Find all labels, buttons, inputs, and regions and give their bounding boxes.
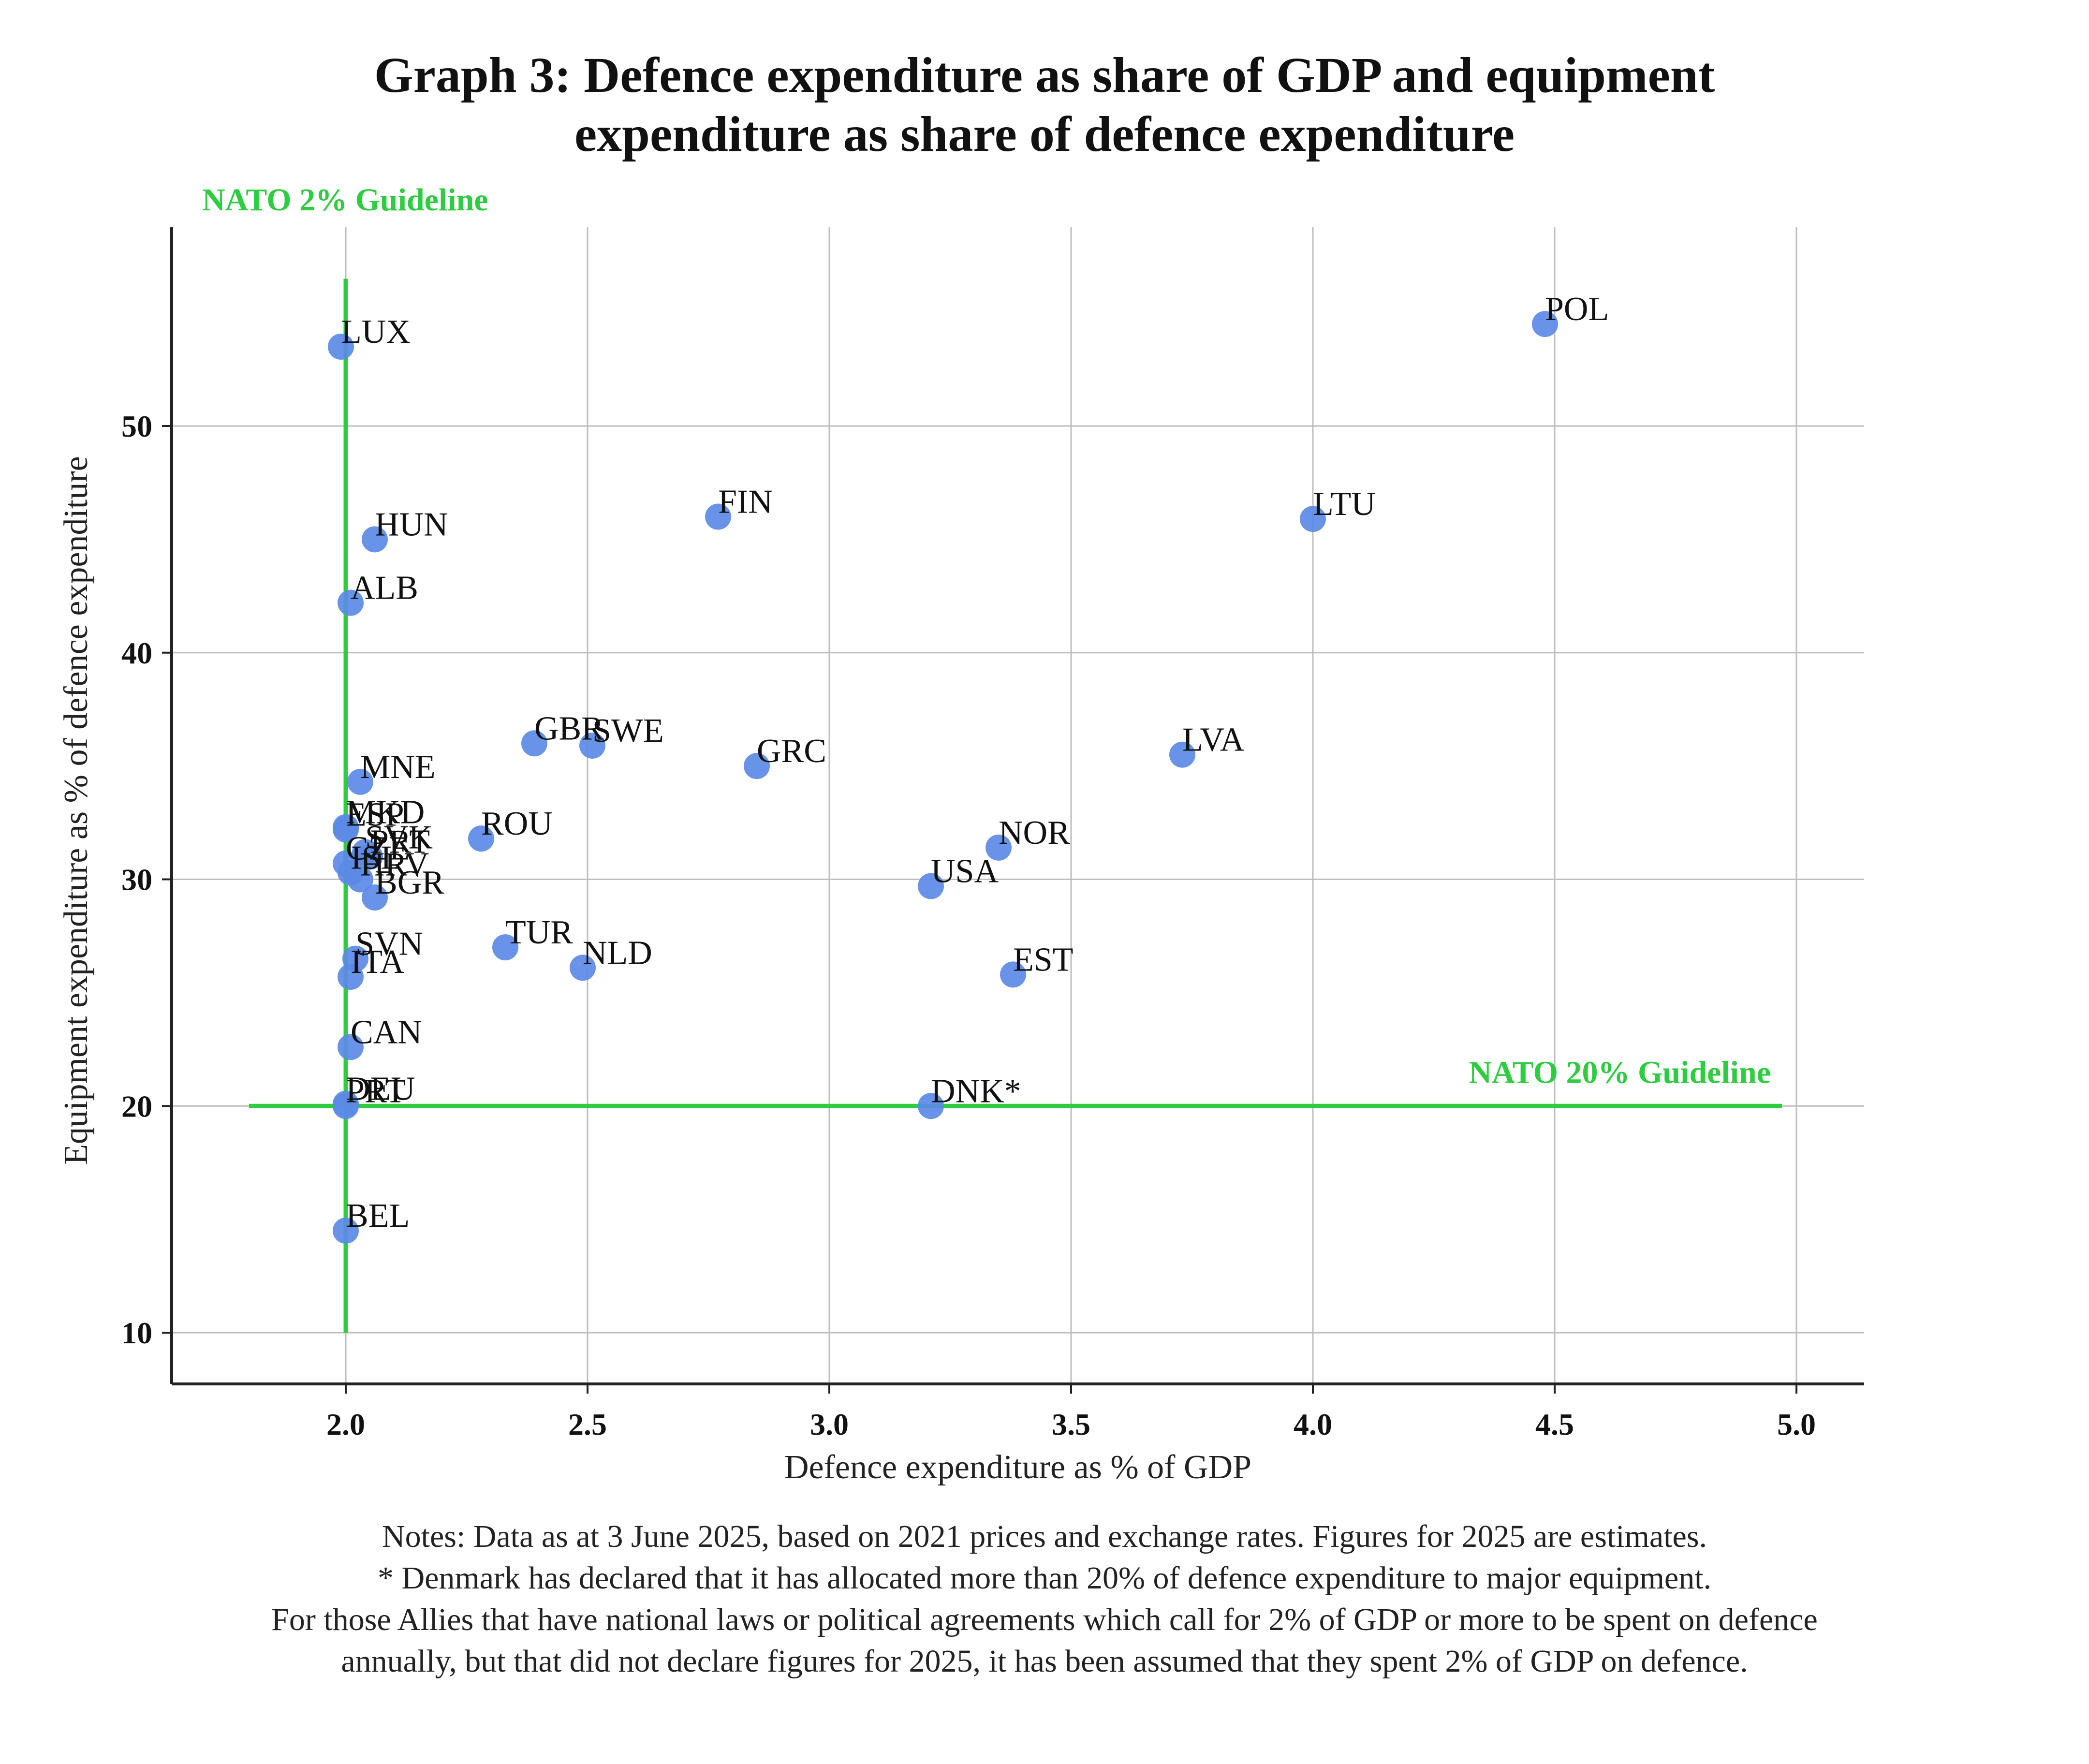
data-point-nld	[570, 955, 596, 981]
point-label-mne: MNE	[360, 749, 436, 786]
data-point-bel	[333, 1218, 359, 1244]
data-points	[328, 311, 1558, 1244]
data-point-tur	[492, 934, 518, 961]
point-label-nld: NLD	[583, 934, 652, 971]
data-point-hun	[362, 526, 388, 553]
data-point-bgr	[362, 884, 388, 911]
point-label-bel: BEL	[346, 1197, 410, 1235]
point-label-cze: CZE	[346, 830, 410, 867]
x-tick-label: 2.0	[326, 1407, 365, 1441]
chart-title-line-2: expenditure as share of defence expendit…	[574, 106, 1515, 162]
data-point-fin	[705, 503, 731, 530]
data-point-ita	[338, 964, 364, 990]
point-label-dnk: DNK*	[931, 1073, 1021, 1110]
nato-20pct-guideline-label: NATO 20% Guideline	[1469, 1055, 1771, 1090]
y-tick-label: 30	[121, 863, 152, 897]
note-line-4: annually, but that did not declare figur…	[341, 1644, 1748, 1679]
chart-notes: Notes: Data as at 3 June 2025, based on …	[0, 1516, 2089, 1682]
point-label-grc: GRC	[757, 733, 826, 770]
data-point-prt	[357, 843, 383, 870]
chart-title-line-1: Graph 3: Defence expenditure as share of…	[374, 47, 1715, 103]
chart-title: Graph 3: Defence expenditure as share of…	[0, 46, 2089, 164]
data-point-can	[338, 1034, 364, 1060]
guidelines: NATO 2% Guideline NATO 20% Guideline	[202, 182, 1782, 1333]
y-tick-label: 10	[121, 1316, 152, 1350]
x-tick-label: 3.5	[1052, 1407, 1090, 1441]
data-point-esp	[333, 816, 359, 843]
nato-2pct-guideline-label: NATO 2% Guideline	[202, 182, 488, 218]
data-point-rou	[468, 825, 494, 852]
point-label-isl: ISL	[351, 839, 401, 876]
data-point-alb	[338, 589, 364, 616]
point-label-lva: LVA	[1182, 721, 1245, 759]
y-tick-label: 20	[121, 1089, 152, 1123]
point-label-alb: ALB	[351, 570, 418, 607]
point-label-mkd: MKD	[346, 794, 425, 831]
point-label-prt: PRT	[346, 1073, 406, 1110]
point-label-usa: USA	[931, 853, 999, 890]
data-point-isl	[338, 859, 364, 886]
point-label-prt: PRT	[370, 823, 430, 861]
grid-lines	[172, 227, 1864, 1384]
point-label-deu: DEU	[346, 1071, 415, 1108]
point-label-pol: POL	[1545, 291, 1609, 328]
point-label-bgr: BGR	[375, 864, 444, 901]
x-axis-label: Defence expenditure as % of GDP	[784, 1449, 1251, 1486]
point-label-can: CAN	[351, 1014, 422, 1051]
y-axis-label: Equipment expenditure as % of defence ex…	[58, 456, 95, 1165]
data-point-swe	[579, 732, 605, 759]
data-point-ltu	[1300, 506, 1326, 532]
note-line-2: * Denmark has declared that it has alloc…	[377, 1560, 1712, 1596]
point-label-swe: SWE	[592, 712, 664, 750]
x-tick-label: 2.5	[568, 1407, 607, 1441]
data-point-dnk	[918, 1093, 944, 1119]
note-line-3: For those Allies that have national laws…	[271, 1602, 1818, 1637]
data-point-est	[1000, 961, 1026, 988]
point-label-svk: SVK	[365, 819, 433, 856]
data-point-lva	[1169, 741, 1195, 768]
point-label-fin: FIN	[718, 484, 773, 521]
point-label-est: EST	[1013, 941, 1073, 978]
data-point-pol	[1532, 311, 1558, 338]
point-label-ita: ITA	[351, 943, 404, 981]
data-point-usa	[918, 873, 944, 899]
point-label-tur: TUR	[505, 914, 573, 951]
point-label-gbr: GBR	[534, 710, 604, 747]
y-tick-label: 50	[121, 409, 152, 443]
note-line-1: Notes: Data as at 3 June 2025, based on …	[382, 1519, 1707, 1554]
point-label-rou: ROU	[481, 805, 553, 842]
y-tick-label: 40	[121, 636, 152, 670]
x-tick-label: 5.0	[1777, 1407, 1816, 1441]
point-label-lux: LUX	[341, 313, 411, 351]
x-tick-label: 4.0	[1294, 1407, 1332, 1441]
point-label-hrv: HRV	[360, 846, 429, 883]
data-point-gbr	[521, 730, 547, 757]
data-point-nor	[986, 834, 1012, 861]
point-label-nor: NOR	[999, 814, 1070, 852]
x-tick-label: 3.0	[810, 1407, 849, 1441]
data-point-grc	[744, 753, 770, 779]
point-label-hun: HUN	[375, 506, 448, 543]
x-tick-label: 4.5	[1535, 1407, 1574, 1441]
data-point-lux	[328, 333, 354, 360]
data-point-deu	[333, 1090, 359, 1117]
data-point-mne	[347, 768, 373, 795]
point-label-esp: ESP	[346, 796, 404, 833]
point-label-svn: SVN	[355, 926, 423, 963]
point-label-ltu: LTU	[1313, 485, 1376, 523]
axes: 2.0 2.5 3.0 3.5 4.0 4.5 5.0 10 20 30 40 50 Defence e…	[58, 227, 1864, 1486]
